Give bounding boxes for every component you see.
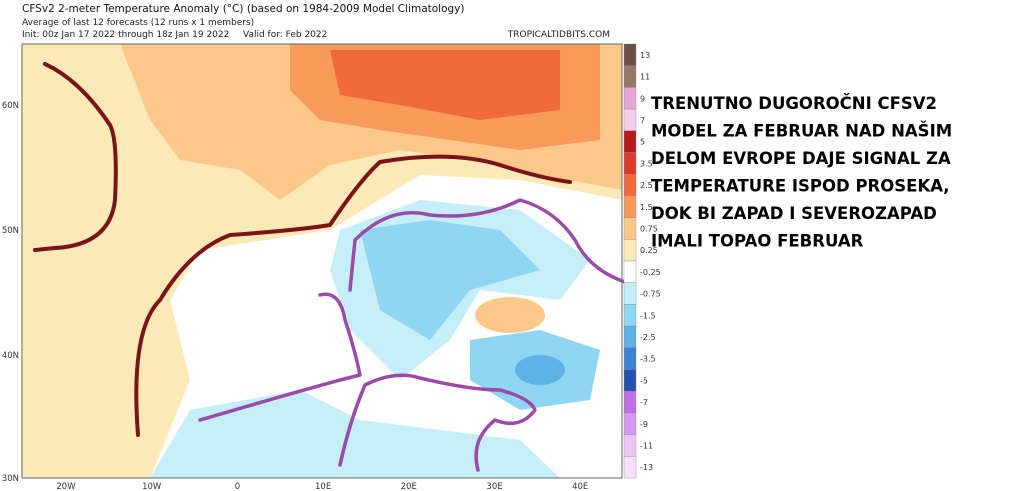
annotation: TRENUTNO DUGOROČNI CFSV2 MODEL ZA FEBRUAR… <box>651 94 952 251</box>
colorbar-swatch <box>623 173 637 197</box>
colorbar-label: 1.5 <box>640 203 653 212</box>
latitude-labels: 60N 50N 40N 30N <box>2 101 19 484</box>
colorbar-swatch <box>623 239 637 262</box>
source: TROPICALTIDBITS.COM <box>507 30 610 40</box>
valid-time: Valid for: Feb 2022 <box>243 30 327 40</box>
colorbar-label: -2.5 <box>640 333 656 342</box>
map <box>21 43 627 479</box>
colorbar-label: 0.75 <box>640 224 658 233</box>
colorbar-swatch <box>623 304 637 327</box>
colorbar-label: -13 <box>640 463 653 472</box>
colorbar-label: -3.5 <box>640 355 656 364</box>
longitude-label: 10E <box>315 482 331 491</box>
colorbar-label: -5 <box>640 376 648 385</box>
colorbar-swatch <box>623 282 637 305</box>
colorbar-swatch <box>623 152 637 175</box>
annotation-line: TRENUTNO DUGOROČNI CFSV2 <box>651 94 937 113</box>
colorbar-swatch <box>623 412 637 435</box>
colorbar-label: 5 <box>640 138 645 147</box>
longitude-label: 30E <box>486 482 502 491</box>
map-subtitle: Average of last 12 forecasts (12 runs x … <box>22 18 254 28</box>
colorbar-swatch <box>623 391 637 414</box>
longitude-label: 0 <box>235 482 240 491</box>
colorbar-swatch <box>623 130 637 153</box>
annotation-line: TEMPERATURE ISPOD PROSEKA, <box>651 177 950 196</box>
colorbar-label: 9 <box>640 94 645 103</box>
colorbar-label: 7 <box>640 116 645 125</box>
annotation-line: DOK BI ZAPAD I SEVEROZAPAD <box>651 204 937 223</box>
annotation-line: MODEL ZA FEBRUAR NAD NAŠIM <box>651 122 952 141</box>
longitude-labels: 20W 10W 0 10E 20E 30E 40E <box>56 482 588 491</box>
colorbar-label: -0.75 <box>640 290 661 299</box>
colorbar-swatch <box>623 347 637 370</box>
colorbar-swatch <box>623 217 637 240</box>
colorbar-label: 3.5 <box>640 159 653 168</box>
colorbar-swatch <box>623 325 637 349</box>
latitude-label: 30N <box>2 474 19 484</box>
map-title: CFSv2 2-meter Temperature Anomaly (°C) (… <box>22 3 465 15</box>
init-time: Init: 00z Jan 17 2022 through 18z Jan 19… <box>22 30 229 40</box>
latitude-label: 50N <box>2 226 19 236</box>
colorbar-swatch <box>623 65 637 88</box>
colorbar-label: 2.5 <box>640 181 653 190</box>
colorbar-swatch <box>623 87 637 110</box>
colorbar-swatch <box>623 369 637 392</box>
colorbar-swatch <box>623 108 637 131</box>
colorbar-label: -1.5 <box>640 311 656 320</box>
colorbar-swatch <box>623 43 637 66</box>
colorbar-label: 0.25 <box>640 246 658 255</box>
colorbar-label: -7 <box>640 398 648 407</box>
latitude-label: 40N <box>2 351 19 361</box>
longitude-label: 20W <box>56 482 76 491</box>
annotation-line: IMALI TOPAO FEBRUAR <box>651 232 864 251</box>
colorbar-label: -11 <box>640 441 653 450</box>
latitude-label: 60N <box>2 101 19 111</box>
colorbar-swatch <box>623 456 637 479</box>
annotation-line: DELOM EVROPE DAJE SIGNAL ZA <box>651 149 951 168</box>
colorbar-swatch <box>623 434 637 457</box>
longitude-label: 10W <box>142 482 162 491</box>
longitude-label: 40E <box>572 482 588 491</box>
colorbar-label: 13 <box>640 51 650 60</box>
colorbar-label: -0.25 <box>640 268 661 277</box>
colorbar-label: 11 <box>640 73 650 82</box>
colorbar-label: -9 <box>640 420 648 429</box>
colorbar-swatch <box>623 260 637 283</box>
colorbar-swatch <box>623 195 637 218</box>
longitude-label: 20E <box>401 482 417 491</box>
colorbar: 13 11 9 7 5 3.5 2.5 1.5 0.75 0.25 -0.25 -0.75 -1.5 -2… <box>623 43 661 479</box>
